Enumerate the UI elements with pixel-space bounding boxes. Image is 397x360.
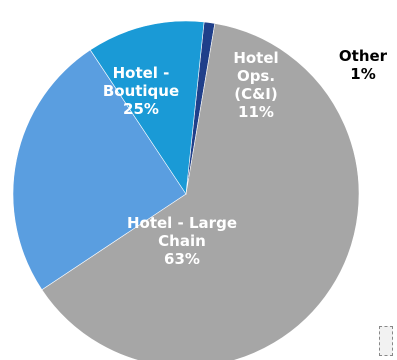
slice-label-hotel-ops-c-i: Hotel Ops. (C&I) 11% bbox=[233, 49, 278, 121]
labels-layer: Other 1% Hotel - Large Chain 63% Hotel -Bouti… bbox=[103, 47, 388, 268]
slice-label-line: Boutique bbox=[103, 82, 179, 100]
slice-label-line: (C&I) bbox=[234, 85, 277, 103]
slice-label-line: Other bbox=[339, 47, 388, 65]
slice-label-line: Hotel - bbox=[113, 64, 170, 82]
slice-label-line: 25% bbox=[123, 100, 159, 118]
slice-label-line: 63% bbox=[164, 250, 200, 268]
pie-slice-hotel-large-chain bbox=[41, 23, 360, 360]
slice-label-line: Chain bbox=[158, 232, 206, 250]
slice-label-line: Hotel bbox=[233, 49, 278, 67]
slice-label-line: 1% bbox=[350, 65, 375, 83]
corner-placeholder-box bbox=[379, 326, 393, 356]
slice-label-other: Other 1% bbox=[339, 47, 388, 83]
slice-label-hotel-boutique: Hotel -Boutique 25% bbox=[103, 64, 179, 118]
slice-label-hotel-large-chain: Hotel - Large Chain 63% bbox=[127, 214, 237, 268]
pie-slice-hotel-boutique bbox=[12, 49, 187, 291]
slice-label-line: 11% bbox=[238, 103, 274, 121]
slice-label-line: Ops. bbox=[237, 67, 275, 85]
pie-slice-hotel-ops-c-i bbox=[89, 20, 205, 195]
slice-label-line: Hotel - Large bbox=[127, 214, 237, 232]
slices-layer bbox=[12, 20, 360, 360]
